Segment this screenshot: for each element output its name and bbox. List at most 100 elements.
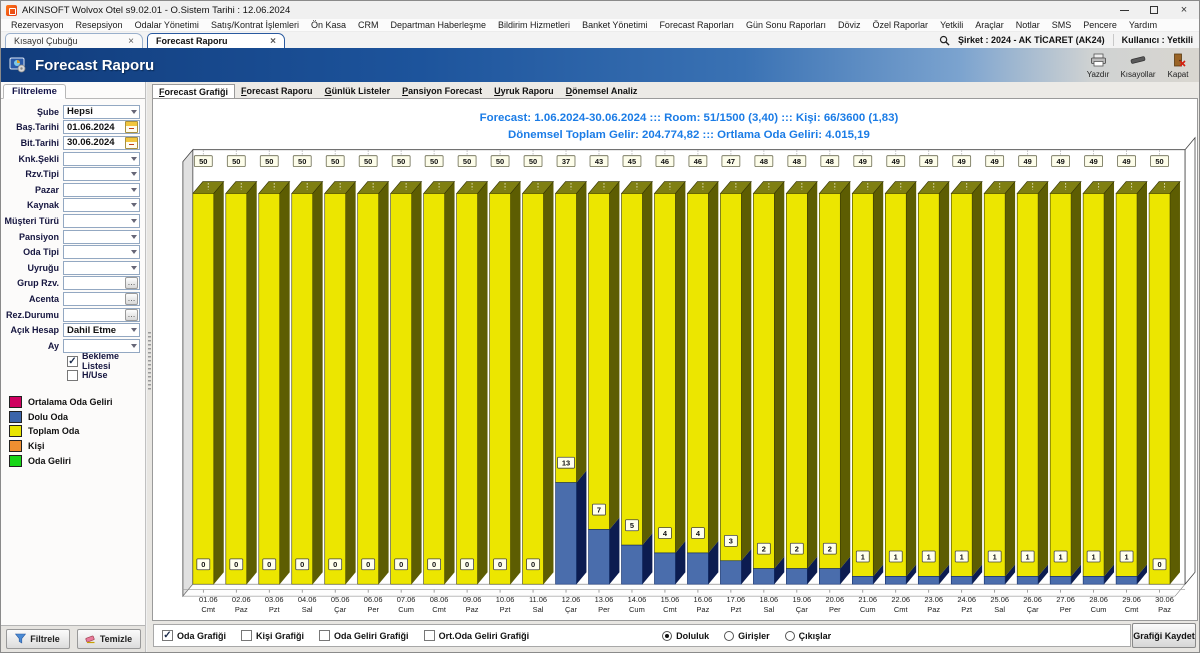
acik-hesap-field[interactable]: Dahil Etme: [63, 323, 140, 338]
radio-icon[interactable]: [724, 630, 735, 641]
musteri-turu-field[interactable]: [63, 213, 140, 228]
splitter-handle[interactable]: [147, 82, 152, 652]
chart-checkbox-oda-geliri-grafigi[interactable]: Oda Geliri Grafiği: [319, 630, 409, 641]
printer-icon: [1090, 53, 1107, 69]
kaynak-field[interactable]: [63, 198, 140, 213]
menu-yetkili[interactable]: Yetkili: [940, 20, 964, 30]
menu-yardim[interactable]: Yardım: [1128, 20, 1158, 30]
menu-doviz[interactable]: Döviz: [838, 20, 861, 30]
checkbox-icon[interactable]: [67, 369, 78, 381]
lookup-icon[interactable]: …: [125, 277, 138, 290]
menu-gun-sonu-raporlari[interactable]: Gün Sonu Raporları: [745, 20, 827, 30]
chevron-down-icon[interactable]: [128, 324, 139, 336]
menu-odalar-yonetimi[interactable]: Odalar Yönetimi: [134, 20, 199, 30]
chevron-down-icon[interactable]: [128, 215, 139, 227]
radio-icon[interactable]: [784, 630, 795, 641]
chevron-down-icon[interactable]: [128, 153, 139, 165]
acenta-field[interactable]: …: [63, 291, 140, 306]
checkbox-icon[interactable]: [423, 630, 435, 641]
ay-field[interactable]: [63, 338, 140, 353]
menu-satis-kontrat-iislemleri[interactable]: Satış/Kontrat İşlemleri: [210, 20, 299, 30]
legend-swatch: [9, 440, 22, 453]
lookup-icon[interactable]: …: [125, 292, 138, 305]
pansiyon-field[interactable]: [63, 229, 140, 244]
kisayollar-button[interactable]: Kısayollar: [1120, 49, 1156, 81]
chart-checkbox-kisi-grafigi[interactable]: Kişi Grafiği: [241, 630, 304, 641]
checkbox-icon[interactable]: [241, 630, 253, 641]
minimize-icon[interactable]: [1109, 1, 1139, 19]
rzv-tipi-field[interactable]: [63, 167, 140, 182]
field-value: Hepsi: [67, 106, 93, 118]
calendar-icon[interactable]: [125, 121, 138, 134]
tab-close-icon[interactable]: ×: [270, 35, 276, 47]
menu-pencere[interactable]: Pencere: [1083, 20, 1117, 30]
menu-resepsiyon[interactable]: Resepsiyon: [75, 20, 123, 30]
oda-tipi-field[interactable]: [63, 245, 140, 260]
checkbox-bekleme-listesi[interactable]: ✓ Bekleme Listesi: [1, 351, 140, 371]
calendar-icon[interactable]: [125, 136, 138, 149]
checkbox-icon[interactable]: ✓: [67, 355, 78, 367]
menu-bildirim-hizmetleri[interactable]: Bildirim Hizmetleri: [498, 20, 571, 30]
svg-text:Sal: Sal: [994, 605, 1005, 614]
radio-icon[interactable]: [662, 630, 673, 641]
maximize-icon[interactable]: [1139, 1, 1169, 19]
sube-field[interactable]: Hepsi: [63, 104, 140, 119]
close-icon[interactable]: ×: [1180, 4, 1188, 16]
chevron-down-icon[interactable]: [128, 262, 139, 274]
menu-notlar[interactable]: Notlar: [1015, 20, 1040, 30]
checkbox-icon[interactable]: ✓: [162, 630, 173, 641]
bas-tarihi-field[interactable]: 01.06.2024: [63, 120, 140, 135]
bit-tarihi-field[interactable]: 30.06.2024: [63, 135, 140, 150]
chart-checkbox-ort-oda-geliri-grafigi[interactable]: Ort.Oda Geliri Grafiği: [423, 630, 529, 641]
filtrele-button[interactable]: Filtrele: [5, 629, 70, 649]
door-icon: [1170, 53, 1187, 69]
app-icon: [6, 4, 17, 16]
kapat-button[interactable]: Kapat: [1161, 49, 1195, 81]
menu-araclar[interactable]: Araçlar: [975, 20, 1004, 30]
tab-kisayol-cubugu[interactable]: Kısayol Çubuğu ×: [5, 33, 143, 48]
pazar-field[interactable]: [63, 182, 140, 197]
knk-sekli-field[interactable]: [63, 151, 140, 166]
chevron-down-icon[interactable]: [128, 246, 139, 258]
chevron-down-icon[interactable]: [128, 106, 139, 118]
bottom-bar: ✓ Oda Grafiği Kişi Grafiği Oda Geliri Grafi…: [152, 621, 1199, 652]
tab-forecast-raporu[interactable]: Forecast Raporu ×: [147, 33, 285, 48]
yazdir-button[interactable]: Yazdır: [1081, 49, 1115, 81]
menu-departman-haberlesme[interactable]: Departman Haberleşme: [390, 20, 487, 30]
svg-text:Paz: Paz: [1158, 605, 1171, 614]
checkbox-h-use[interactable]: H/Use: [1, 369, 140, 382]
chevron-down-icon[interactable]: [128, 184, 139, 196]
menu-ozel-raporlar[interactable]: Özel Raporlar: [872, 20, 929, 30]
chart-checkbox-oda-grafigi[interactable]: ✓ Oda Grafiği: [162, 630, 226, 641]
radio-girisler[interactable]: Girişler: [724, 630, 770, 641]
uyrugu-field[interactable]: [63, 260, 140, 275]
menu-on-kasa[interactable]: Ön Kasa: [310, 20, 346, 30]
menu-forecast-raporlari[interactable]: Forecast Raporları: [659, 20, 734, 30]
save-chart-button[interactable]: Grafiği Kaydet: [1132, 623, 1196, 648]
chevron-down-icon[interactable]: [128, 168, 139, 180]
chevron-down-icon[interactable]: [128, 340, 139, 352]
menu-sms[interactable]: SMS: [1051, 20, 1072, 30]
rez-durumu-field[interactable]: …: [63, 307, 140, 322]
search-icon[interactable]: [939, 35, 950, 46]
svg-text:Per: Per: [598, 605, 610, 614]
menu-banket-yonetimi[interactable]: Banket Yönetimi: [582, 20, 648, 30]
menu-crm[interactable]: CRM: [358, 20, 379, 30]
checkbox-icon[interactable]: [319, 630, 331, 641]
menu-rezervasyon[interactable]: Rezervasyon: [11, 20, 64, 30]
temizle-button[interactable]: Temizle: [76, 629, 141, 649]
grup-rzv-field[interactable]: …: [63, 276, 140, 291]
tab-filtreleme[interactable]: Filtreleme: [3, 84, 66, 99]
lookup-icon[interactable]: …: [125, 308, 138, 321]
radio-cikislar[interactable]: Çıkışlar: [784, 630, 831, 641]
chevron-down-icon[interactable]: [128, 199, 139, 211]
tab-close-icon[interactable]: ×: [128, 35, 134, 47]
chevron-down-icon[interactable]: [128, 231, 139, 243]
radio-doluluk[interactable]: Doluluk: [662, 630, 709, 641]
